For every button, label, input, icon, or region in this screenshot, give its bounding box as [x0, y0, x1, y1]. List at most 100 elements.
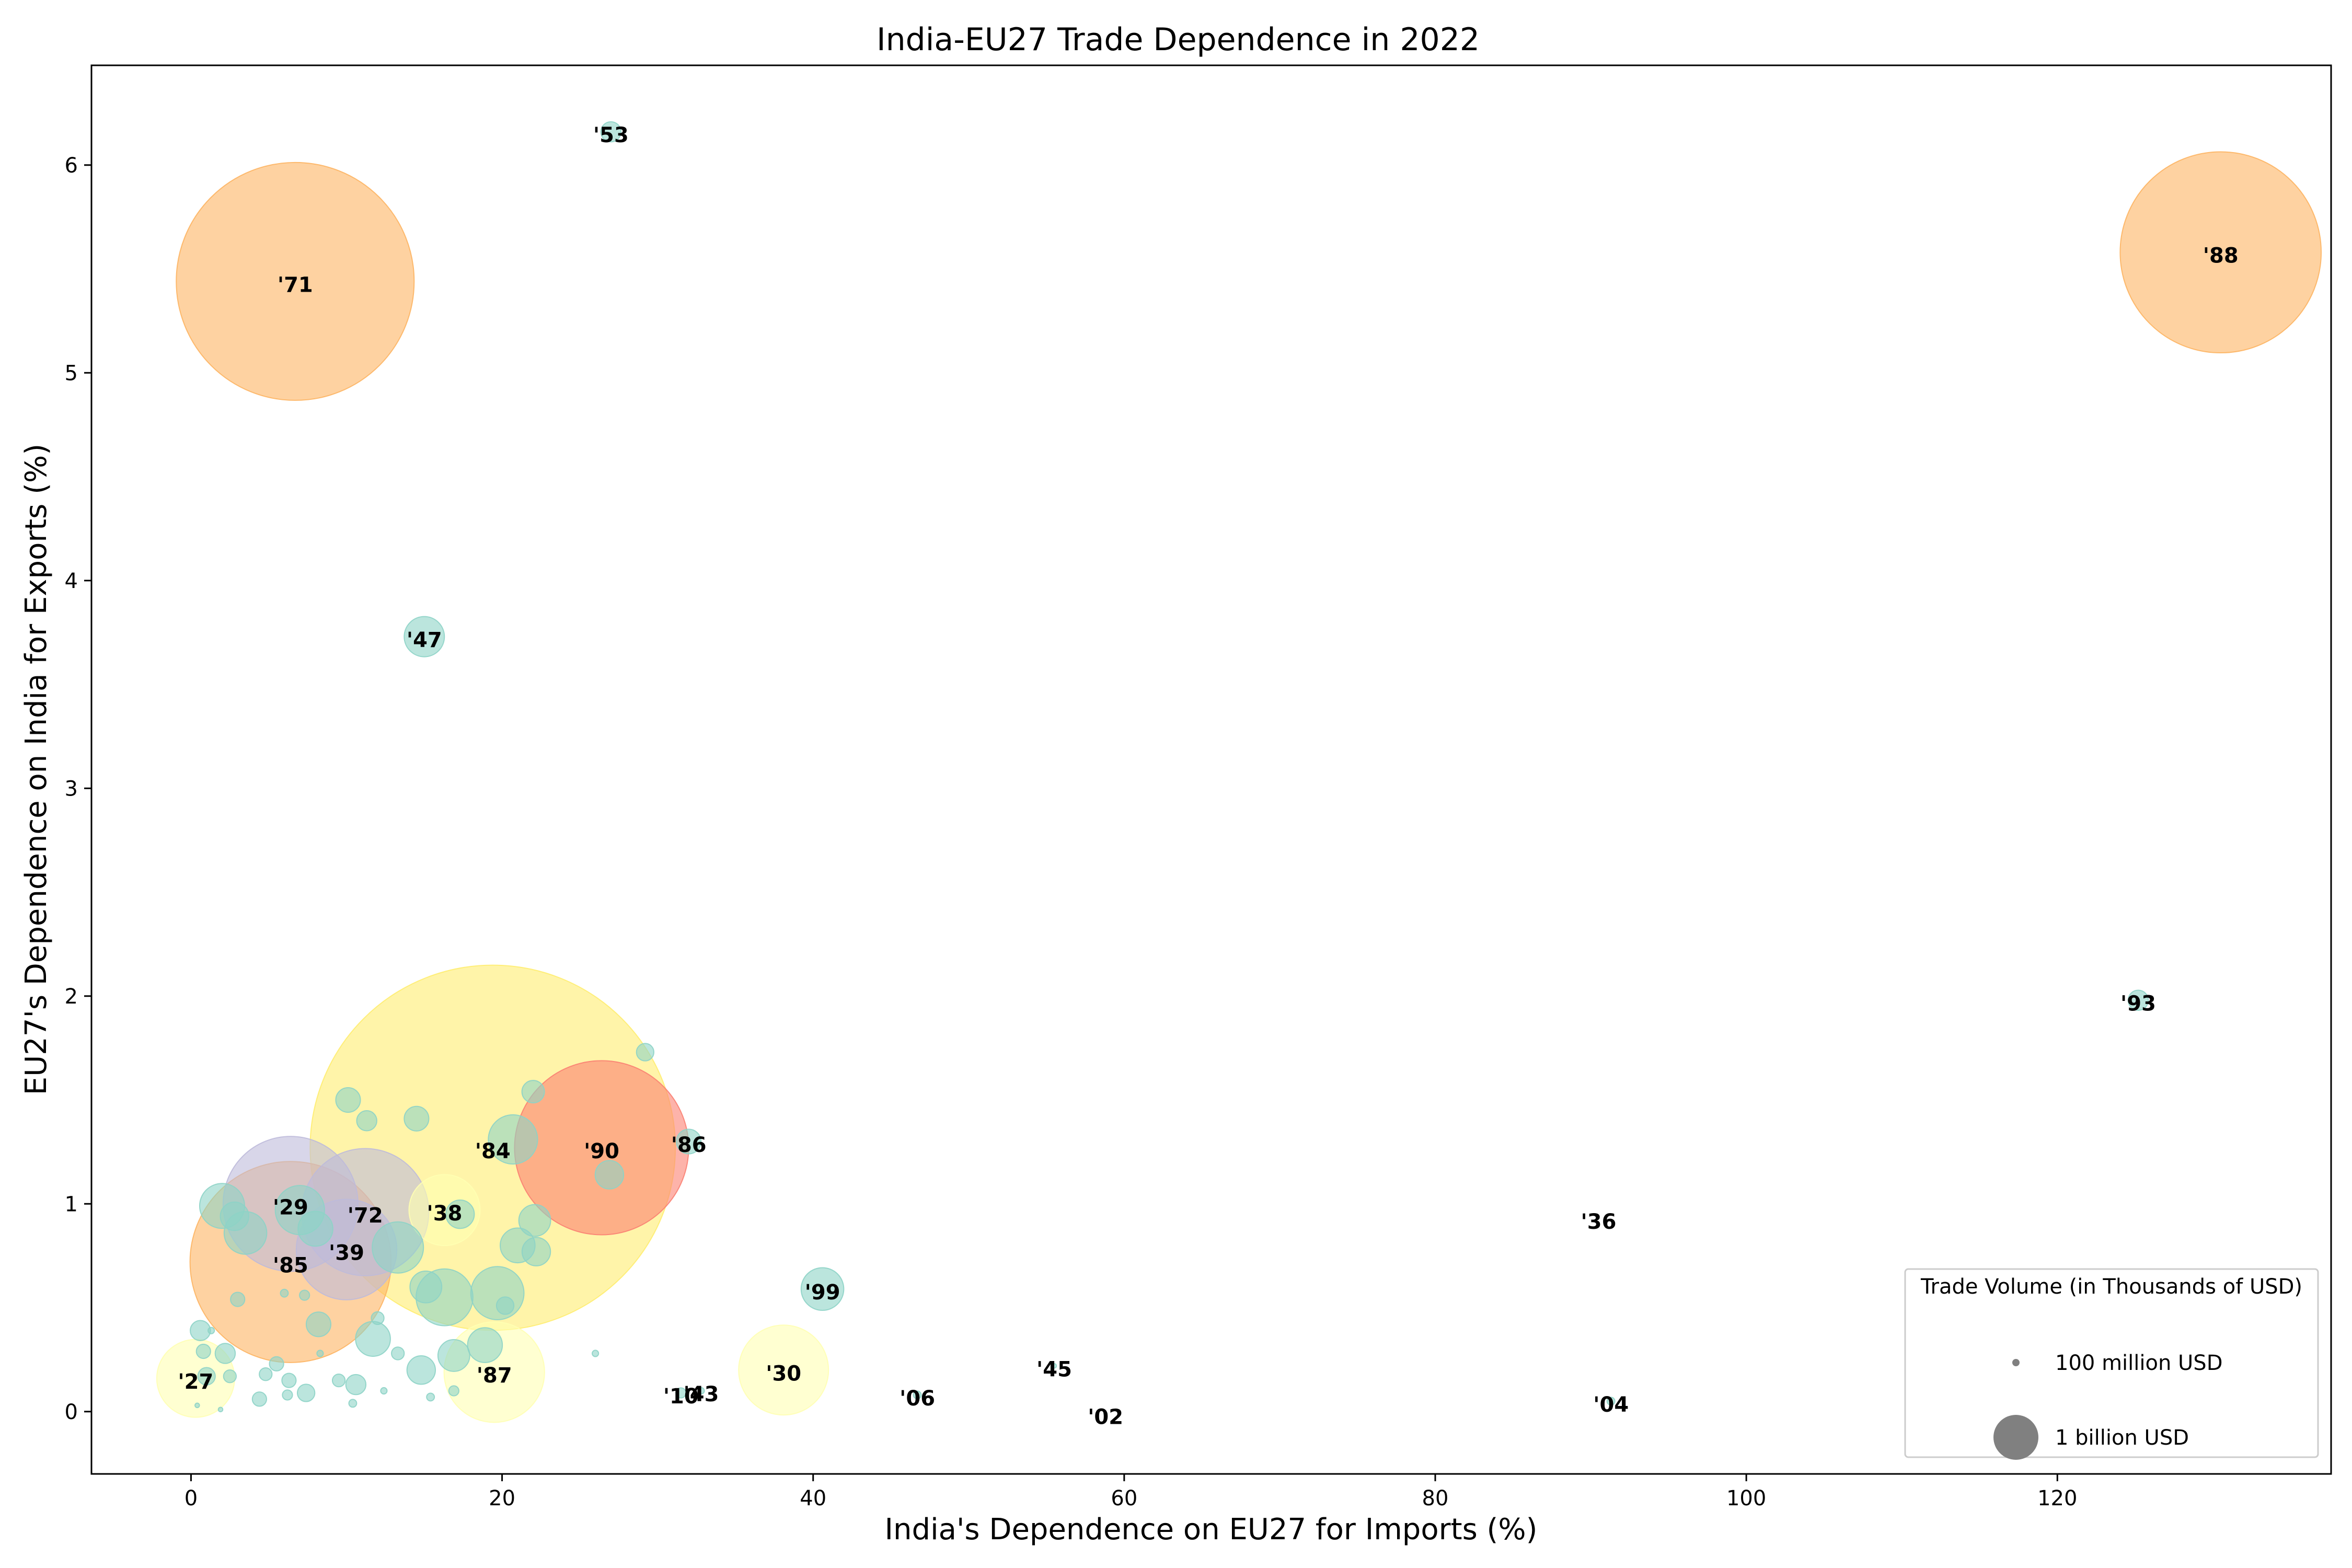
bubble-3: [403, 616, 445, 658]
bubble-small-42: [299, 1289, 310, 1301]
bubble-label-23: '04: [1593, 1393, 1629, 1417]
bubble-small-48: [217, 1406, 224, 1413]
x-tick-label-6: 120: [2037, 1486, 2077, 1511]
legend-label-large: 1 billion USD: [2055, 1426, 2189, 1450]
bubble-18: [1051, 1363, 1057, 1369]
bubble-small-24: [305, 1311, 332, 1338]
x-tick-label-3: 60: [1111, 1486, 1137, 1511]
y-tick-label-3: 3: [65, 777, 78, 801]
bubble-label-1: '71: [278, 273, 313, 297]
bubble-small-38: [282, 1389, 293, 1401]
y-tick-label-2: 2: [65, 985, 78, 1009]
bubble-small-4: [297, 1210, 333, 1247]
bubble-label-4: '93: [2120, 992, 2156, 1016]
bubble-label-10: '38: [427, 1202, 463, 1226]
plot-frame: [90, 64, 2332, 1475]
bubble-small-18: [594, 1160, 625, 1190]
bubble-small-7: [470, 1266, 525, 1321]
bubble-small-2: [220, 1201, 249, 1231]
bubble-label-13: '36: [1581, 1210, 1616, 1234]
bubble-label-7: '86: [671, 1133, 707, 1157]
bubble-small-20: [403, 1105, 430, 1132]
y-tick-label-1: 1: [65, 1192, 78, 1216]
bubble-small-32: [259, 1367, 273, 1381]
bubble-small-9: [355, 1321, 391, 1357]
y-tick-label-5: 5: [65, 361, 78, 385]
legend: Trade Volume (in Thousands of USD) 100 m…: [1904, 1268, 2319, 1460]
x-axis-ticks: 0 20 40 60 80 100 120: [185, 1474, 2077, 1511]
bubble-small-36: [296, 1383, 316, 1402]
bubble-20: [675, 1387, 687, 1399]
bubble-small-12: [406, 1355, 436, 1385]
bubble-small-43: [280, 1288, 289, 1298]
x-tick-label-5: 100: [1726, 1486, 1766, 1511]
bubble-small-23: [636, 1043, 655, 1062]
bubble-label-11: '39: [329, 1241, 364, 1265]
bubble-small-21: [356, 1110, 377, 1132]
bubble-small-39: [371, 1311, 385, 1325]
y-tick-label-4: 4: [65, 569, 78, 593]
bubble-small-52: [207, 1327, 215, 1334]
bubble-14: [800, 1267, 845, 1311]
bubble-label-15: '87: [477, 1364, 512, 1388]
legend-box: [1904, 1268, 2319, 1458]
bubble-label-2: '88: [2203, 244, 2239, 268]
bubble-small-13: [488, 1114, 538, 1165]
bubble-small-15: [518, 1204, 551, 1237]
legend-title: Trade Volume (in Thousands of USD): [1920, 1275, 2302, 1299]
bubble-small-51: [316, 1350, 324, 1357]
bubble-label-17: '27: [178, 1370, 213, 1394]
bubble-small-25: [230, 1292, 246, 1307]
bubble-small-41: [495, 1296, 515, 1315]
legend-label-small: 100 million USD: [2055, 1351, 2223, 1375]
bubble-label-9: '72: [348, 1204, 383, 1228]
bubble-small-28: [214, 1343, 236, 1364]
bubble-small-22: [521, 1080, 545, 1104]
x-tick-label-2: 40: [800, 1486, 826, 1511]
bubble-small-37: [251, 1391, 267, 1407]
bubble-small-45: [426, 1392, 435, 1402]
bubble-small-33: [281, 1373, 297, 1388]
bubble-label-21: '06: [900, 1387, 935, 1411]
x-tick-label-0: 0: [185, 1486, 198, 1511]
y-tick-label-6: 6: [65, 154, 78, 178]
bubble-16: [738, 1324, 829, 1416]
bubble-label-20: '10: [663, 1385, 699, 1409]
bubble-small-49: [194, 1402, 200, 1409]
y-axis-label: EU27's Dependence on India for Exports (…: [19, 444, 53, 1095]
bubble-small-47: [592, 1350, 599, 1357]
bubble-small-46: [348, 1399, 358, 1408]
bubble-label-14: '99: [805, 1281, 840, 1305]
bubble-22: [1103, 1411, 1108, 1416]
bubble-label-22: '02: [1088, 1405, 1123, 1429]
legend-marker-small: [2012, 1359, 2020, 1366]
bubble-19: [697, 1387, 705, 1395]
y-tick-label-0: 0: [65, 1400, 78, 1424]
y-axis-ticks: 0 1 2 3 4 5 6: [65, 154, 91, 1424]
bubble-small-5: [372, 1221, 424, 1274]
x-axis-label: India's Dependence on EU27 for Imports (…: [885, 1513, 1538, 1547]
bubble-small-8: [409, 1270, 443, 1304]
x-tick-label-4: 80: [1422, 1486, 1449, 1511]
legend-marker-large: [1993, 1415, 2038, 1460]
bubble-4: [2127, 989, 2149, 1011]
bubble-small-27: [195, 1343, 211, 1359]
bubble-23: [1606, 1397, 1616, 1406]
bubble-label-5: '84: [475, 1139, 511, 1163]
bubble-small-14: [445, 1199, 475, 1229]
bubble-small-30: [223, 1369, 237, 1383]
bubble-small-10: [467, 1327, 503, 1363]
bubble-small-40: [391, 1346, 405, 1361]
bubble-label-0: '53: [593, 123, 629, 147]
bubble-label-16: '30: [766, 1362, 801, 1386]
bubble-label-18: '45: [1036, 1357, 1072, 1381]
bubble-small-26: [190, 1320, 211, 1341]
bubble-label-3: '47: [407, 628, 442, 652]
bubble-21: [913, 1390, 922, 1400]
x-tick-label-1: 20: [489, 1486, 515, 1511]
bubble-1: [176, 162, 415, 401]
bubble-0: [600, 121, 622, 143]
bubble-small-29: [197, 1367, 216, 1386]
bubble-label-19: '43: [684, 1382, 719, 1406]
